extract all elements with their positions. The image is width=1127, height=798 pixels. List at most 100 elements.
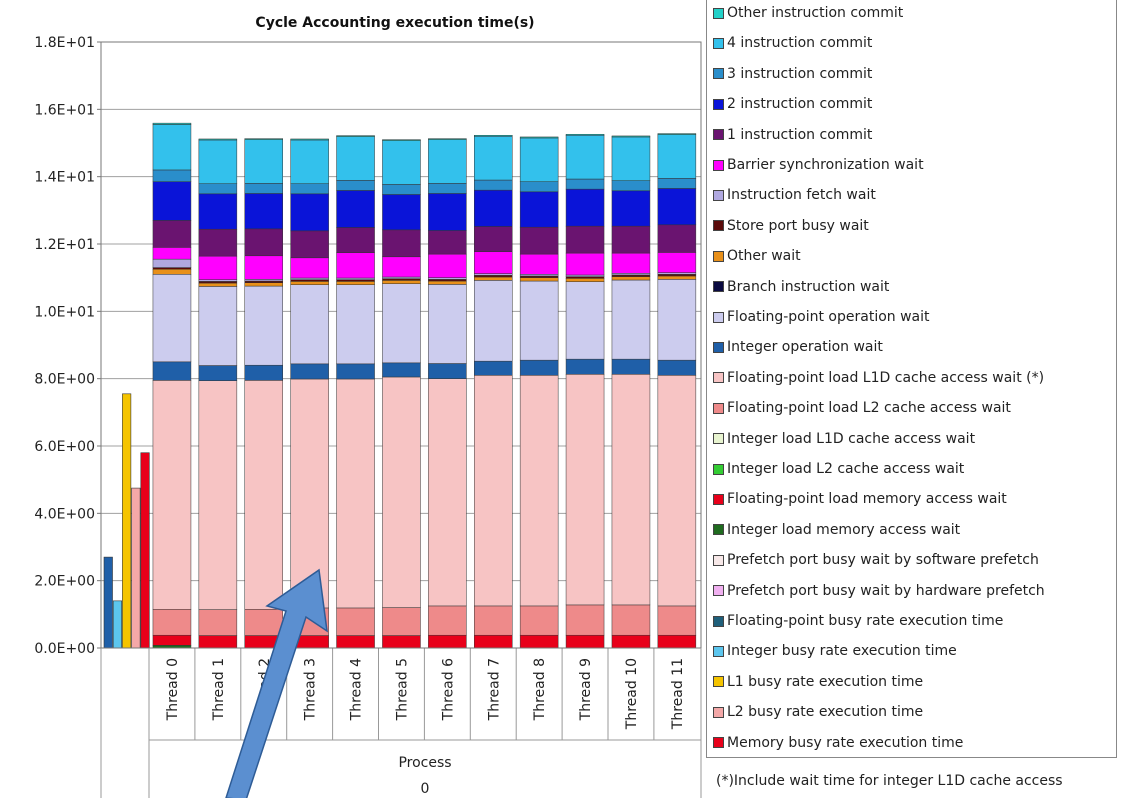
- legend-label: Floating-point operation wait: [727, 309, 930, 325]
- busy-rate-bar: [140, 452, 150, 649]
- stack-segment: [382, 635, 421, 649]
- stack-segment: [382, 139, 421, 141]
- stack-segment: [336, 136, 375, 181]
- stack-segment: [336, 279, 375, 282]
- stack-segment: [198, 635, 238, 649]
- legend-item: Floating-point load L1D cache access wai…: [713, 368, 1044, 388]
- stack-segment: [336, 180, 375, 191]
- legend-item: Floating-point operation wait: [713, 307, 930, 327]
- legend-swatch: [713, 189, 724, 201]
- stack-segment: [428, 284, 467, 364]
- stack-segment: [152, 609, 192, 636]
- stack-segment: [290, 138, 329, 141]
- legend-swatch: [713, 645, 724, 657]
- legend-item: 3 instruction commit: [713, 64, 872, 84]
- legend-item: Other instruction commit: [713, 3, 903, 23]
- legend-item: Branch instruction wait: [713, 277, 889, 297]
- legend-swatch: [713, 463, 724, 475]
- stack-segment: [290, 257, 329, 279]
- x-tick-label: Thread 6: [440, 658, 456, 721]
- stack-segment: [565, 276, 605, 279]
- busy-rate-bar: [112, 600, 122, 649]
- legend-label: Prefetch port busy wait by software pref…: [727, 552, 1039, 569]
- stack-segment: [428, 193, 467, 231]
- legend-swatch: [713, 281, 724, 293]
- stack-segment: [336, 635, 375, 649]
- legend-label: Integer operation wait: [727, 339, 883, 356]
- busy-rate-bar: [131, 487, 141, 649]
- stack-segment: [382, 140, 421, 185]
- stack-segment: [611, 634, 651, 649]
- legend-item: L2 busy rate execution time: [713, 702, 923, 722]
- stack-segment: [290, 279, 329, 282]
- legend-item: 2 instruction commit: [713, 94, 872, 114]
- legend-swatch: [713, 372, 724, 384]
- legend-swatch: [713, 554, 724, 566]
- legend-swatch: [713, 676, 724, 688]
- chart-title: Cycle Accounting execution time(s): [255, 15, 534, 31]
- legend-item: 1 instruction commit: [713, 125, 872, 145]
- stack-segment: [382, 376, 421, 608]
- stack-segment: [428, 280, 467, 285]
- legend-swatch: [713, 706, 724, 718]
- stack-segment: [198, 193, 238, 230]
- stack-segment: [198, 183, 238, 195]
- legend-item: Instruction fetch wait: [713, 185, 876, 205]
- legend-item: Memory busy rate execution time: [713, 733, 963, 753]
- stack-segment: [565, 374, 605, 606]
- legend: Other instruction commit 4 instruction co…: [706, 0, 1117, 758]
- legend-swatch: [713, 98, 724, 110]
- legend-item: L1 busy rate execution time: [713, 672, 923, 692]
- stack-segment: [611, 276, 651, 281]
- stack-segment: [611, 273, 651, 276]
- arrow-shape: [225, 568, 328, 798]
- stack-segment: [565, 135, 605, 180]
- stack-segment: [519, 274, 559, 277]
- stack-segment: [152, 220, 192, 248]
- stack-segment: [519, 253, 559, 275]
- stack-segment: [152, 124, 192, 171]
- x-tick-label: Thread 1: [211, 658, 227, 721]
- legend-swatch: [713, 129, 724, 141]
- legend-swatch: [713, 37, 724, 49]
- stack-segment: [428, 605, 467, 636]
- legend-swatch: [713, 524, 724, 536]
- stack-segment: [657, 275, 697, 280]
- stack-segment: [336, 363, 375, 380]
- x-tick-label: Thread 4: [349, 658, 365, 721]
- legend-item: Floating-point load L2 cache access wait: [713, 398, 1011, 418]
- legend-label: Barrier synchronization wait: [727, 157, 924, 173]
- stack-segment: [152, 169, 192, 182]
- stack-segment: [428, 279, 467, 282]
- legend-label: Prefetch port busy wait by hardware pref…: [727, 582, 1045, 599]
- stack-segment: [336, 227, 375, 254]
- legend-label: Other wait: [727, 248, 801, 265]
- stack-segment: [382, 194, 421, 231]
- stack-segment: [519, 226, 559, 255]
- legend-label: Instruction fetch wait: [727, 187, 876, 204]
- stack-segment: [198, 228, 238, 257]
- stack-segment: [152, 269, 192, 275]
- legend-label: Integer load L2 cache access wait: [727, 461, 965, 477]
- legend-label: Integer busy rate execution time: [727, 643, 957, 660]
- stack-segment: [382, 256, 421, 278]
- legend-item: Other wait: [713, 246, 801, 266]
- stack-segment: [611, 190, 651, 227]
- legend-label: Floating-point load L1D cache access wai…: [727, 369, 1045, 386]
- legend-label: Memory busy rate execution time: [727, 734, 964, 751]
- legend-item: Integer busy rate execution time: [713, 641, 957, 661]
- x-tick-label: Thread 0: [165, 658, 181, 721]
- stack-segment: [474, 136, 513, 181]
- y-tick-label: 6.0E+00: [34, 439, 95, 455]
- stack-segment: [611, 135, 651, 138]
- stack-segment: [657, 634, 697, 649]
- stack-segment: [290, 230, 329, 259]
- stack-segment: [565, 278, 605, 282]
- stack-segment: [382, 607, 421, 636]
- stack-segment: [565, 634, 605, 649]
- x-tick-label: Thread 7: [486, 658, 502, 721]
- stack-segment: [198, 281, 238, 284]
- y-tick-label: 2.0E+00: [34, 574, 95, 590]
- annotation-arrow: [225, 568, 328, 798]
- legend-swatch: [713, 250, 724, 262]
